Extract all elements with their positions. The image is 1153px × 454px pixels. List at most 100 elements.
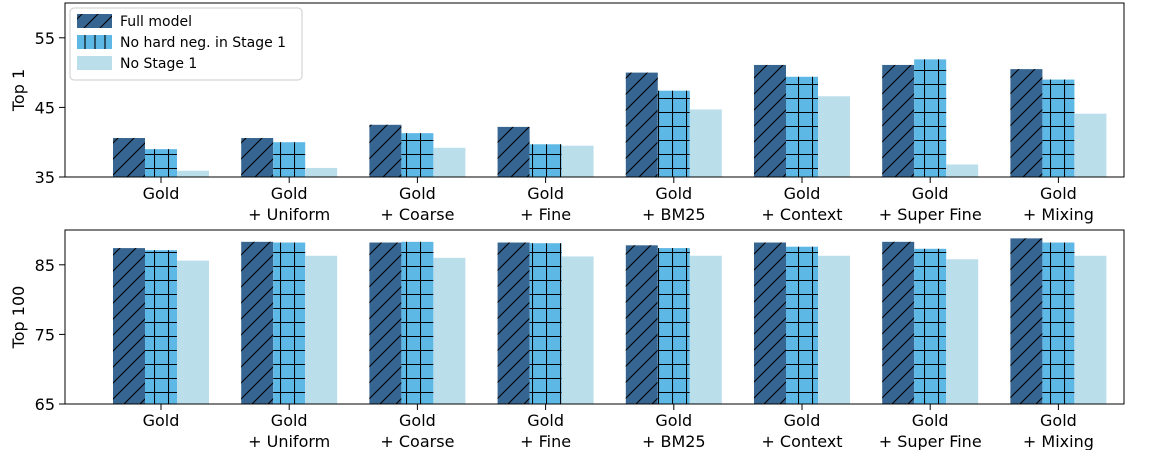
bar-no-stage1-8: [1074, 113, 1107, 177]
y-tick-label: 55: [35, 29, 55, 48]
x-tick-label: Gold: [271, 184, 308, 203]
x-tick-label: + Mixing: [1023, 205, 1094, 224]
x-tick-label: + Fine: [520, 432, 571, 450]
x-tick-label: + Super Fine: [879, 432, 982, 450]
bar-no-stage1-4: [561, 145, 594, 177]
bar-no-stage1-1: [177, 170, 209, 177]
axes-frame: [64, 2, 1125, 178]
bar-no-stage1-2: [305, 167, 338, 177]
bar-no-stage1-7: [946, 164, 979, 177]
x-tick-label: + Coarse: [380, 432, 454, 450]
bar-hatch-full-model-2: [241, 241, 274, 404]
bar-hatch-no-hard-neg-8: [1042, 79, 1075, 177]
x-tick-label: Gold: [1040, 411, 1077, 430]
bar-hatch-no-hard-neg-5: [657, 90, 690, 177]
x-tick-label: Gold: [655, 411, 692, 430]
legend-label-full-model: Full model: [120, 14, 192, 30]
bar-hatch-full-model-7: [882, 64, 915, 177]
bar-hatch-no-hard-neg-8: [1042, 242, 1075, 404]
bar-hatch-no-hard-neg-2: [273, 142, 306, 177]
x-tick-label: Gold: [399, 184, 436, 203]
bar-hatch-no-hard-neg-6: [786, 76, 818, 177]
x-tick-label: Gold: [271, 411, 308, 430]
bar-hatch-full-model-3: [369, 242, 402, 404]
bar-hatch-full-model-6: [754, 242, 786, 404]
y-tick-label: 65: [35, 395, 55, 414]
legend-label-no-hard-neg: No hard neg. in Stage 1: [120, 35, 286, 51]
x-tick-label: Gold: [784, 411, 821, 430]
bar-hatch-full-model-8: [1010, 69, 1043, 177]
bar-hatch-no-hard-neg-4: [529, 144, 562, 177]
y-tick-label: 45: [35, 98, 55, 117]
x-tick-label: + Context: [761, 205, 842, 224]
bar-no-stage1-6: [818, 255, 850, 404]
bar-hatch-no-hard-neg-3: [401, 133, 434, 177]
bar-no-stage1-4: [561, 256, 594, 404]
bar-hatch-full-model-2: [241, 138, 274, 177]
x-tick-label: + Uniform: [248, 432, 330, 450]
x-tick-label: Gold: [143, 411, 180, 430]
x-tick-label: + Context: [761, 432, 842, 450]
chart-panel-1: 35 45 55 Top 1 Gold Gold + Uniform Gold + Coarse…: [9, 2, 1125, 224]
legend-swatch-hatch-no-hard-neg: [77, 35, 112, 49]
chart-panel-2: 65 75 85 Top 100 Gold Gold + Uniform Gold + Coar…: [9, 229, 1125, 451]
x-tick-label: Gold: [1040, 184, 1077, 203]
legend-box: [69, 7, 303, 81]
x-tick-label: + Coarse: [380, 205, 454, 224]
bar-hatch-no-hard-neg-6: [786, 246, 818, 404]
x-tick-label: Gold: [143, 184, 180, 203]
bar-hatch-full-model-5: [625, 245, 658, 404]
bar-no-stage1-2: [305, 255, 338, 404]
bar-no-stage1-5: [689, 255, 722, 404]
x-tick-label: + Super Fine: [879, 205, 982, 224]
bar-hatch-no-hard-neg-1: [145, 149, 177, 177]
bar-hatch-no-hard-neg-5: [657, 248, 690, 404]
x-tick-label: Gold: [912, 184, 949, 203]
axes-frame: [64, 229, 1125, 405]
bar-hatch-full-model-8: [1010, 238, 1043, 404]
bar-hatch-no-hard-neg-7: [914, 59, 947, 177]
bar-hatch-full-model-1: [113, 248, 145, 404]
x-tick-label: Gold: [527, 411, 564, 430]
legend: Full model No hard neg. in Stage 1 No Stag…: [69, 7, 303, 81]
legend-label-no-stage1: No Stage 1: [120, 56, 197, 72]
bar-no-stage1-6: [818, 96, 850, 177]
y-tick-label: 35: [35, 168, 55, 187]
bar-no-stage1-1: [177, 260, 209, 404]
y-tick-label: 75: [35, 325, 55, 344]
bar-no-stage1-3: [433, 257, 466, 404]
x-tick-label: Gold: [912, 411, 949, 430]
x-tick-label: + BM25: [642, 432, 706, 450]
bar-no-stage1-5: [689, 109, 722, 177]
x-tick-label: Gold: [784, 184, 821, 203]
y-axis-label: Top 100: [9, 286, 28, 350]
bar-hatch-full-model-1: [113, 138, 145, 177]
bar-hatch-full-model-3: [369, 124, 402, 177]
bar-no-stage1-8: [1074, 255, 1107, 404]
bar-hatch-full-model-5: [625, 72, 658, 177]
bar-hatch-no-hard-neg-1: [145, 250, 177, 404]
x-tick-label: + Fine: [520, 205, 571, 224]
bar-hatch-no-hard-neg-3: [401, 241, 434, 404]
bar-hatch-no-hard-neg-2: [273, 242, 306, 404]
legend-swatch-hatch-full-model: [77, 14, 112, 28]
bar-hatch-full-model-6: [754, 64, 786, 177]
bar-hatch-no-hard-neg-7: [914, 248, 947, 404]
x-tick-label: + Mixing: [1023, 432, 1094, 450]
bar-no-stage1-7: [946, 259, 979, 404]
bar-no-stage1-3: [433, 147, 466, 177]
x-tick-label: Gold: [527, 184, 564, 203]
x-tick-label: + Uniform: [248, 205, 330, 224]
x-tick-label: + BM25: [642, 205, 706, 224]
bar-hatch-no-hard-neg-4: [529, 243, 562, 404]
bar-hatch-full-model-7: [882, 241, 915, 404]
x-tick-label: Gold: [655, 184, 692, 203]
x-tick-label: Gold: [399, 411, 436, 430]
bar-hatch-full-model-4: [497, 126, 530, 177]
bar-hatch-full-model-4: [497, 242, 530, 404]
y-tick-label: 85: [35, 256, 55, 275]
y-axis-label: Top 1: [9, 69, 28, 112]
legend-swatch-no-stage1: [77, 56, 112, 70]
